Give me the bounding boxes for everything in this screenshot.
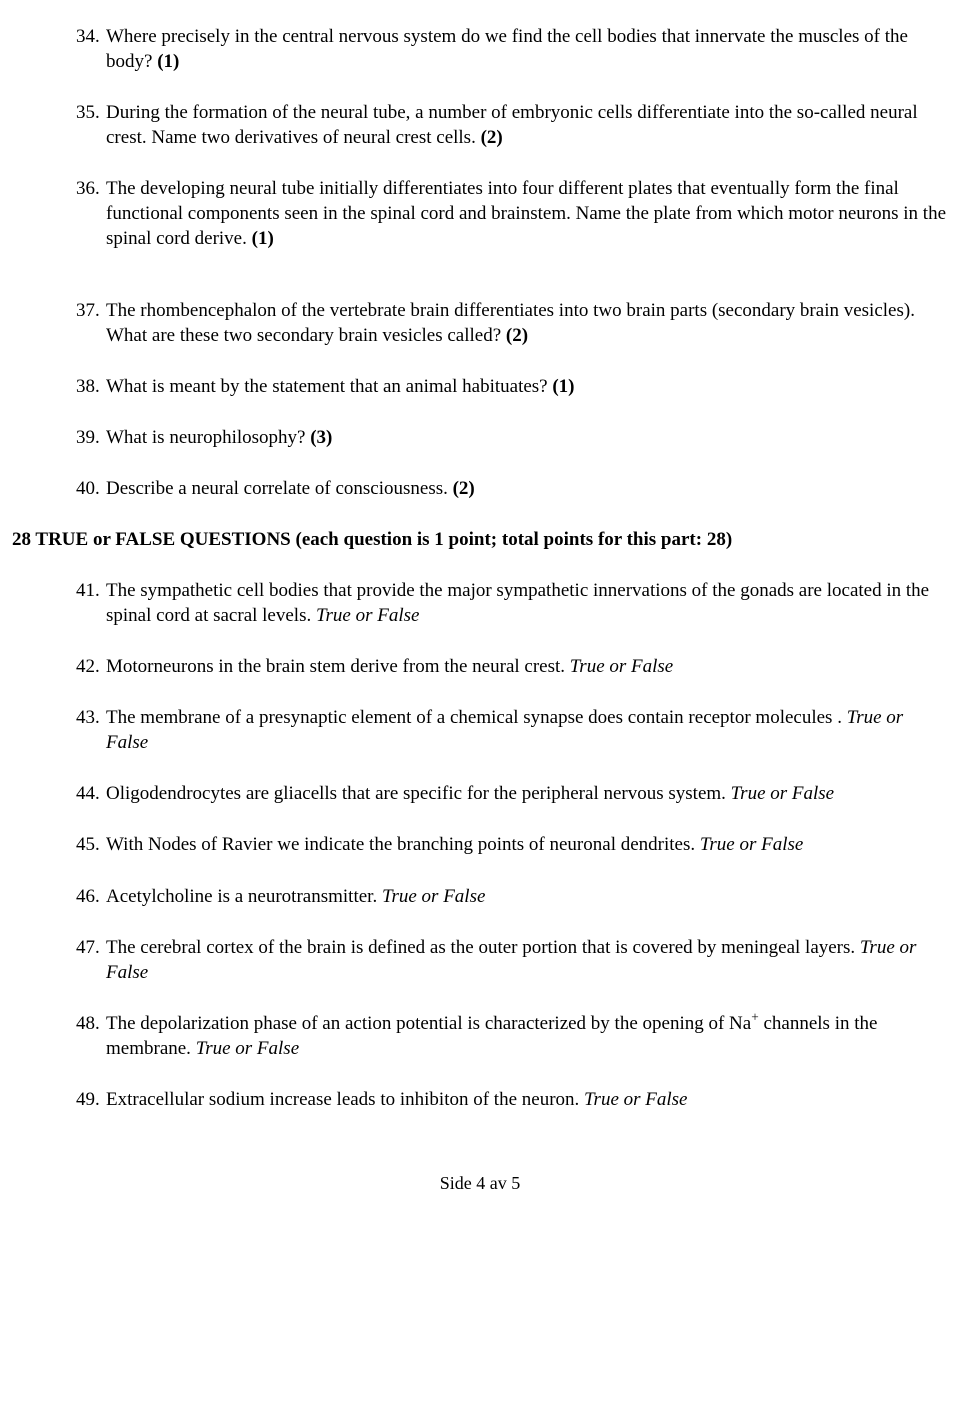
points: (1): [552, 376, 574, 397]
question-42: 42. Motorneurons in the brain stem deriv…: [76, 654, 948, 679]
question-number: 43.: [76, 705, 106, 755]
question-number: 49.: [76, 1087, 106, 1112]
question-36: 36. The developing neural tube initially…: [76, 176, 948, 251]
question-49: 49. Extracellular sodium increase leads …: [76, 1087, 948, 1112]
question-text: What is neurophilosophy? (3): [106, 425, 948, 450]
question-number: 34.: [76, 24, 106, 74]
question-35: 35. During the formation of the neural t…: [76, 100, 948, 150]
question-text: Acetylcholine is a neurotransmitter. Tru…: [106, 884, 948, 909]
points: (2): [481, 127, 503, 148]
points: (1): [157, 51, 179, 72]
question-text: The developing neural tube initially dif…: [106, 176, 948, 251]
question-46: 46. Acetylcholine is a neurotransmitter.…: [76, 884, 948, 909]
question-text: During the formation of the neural tube,…: [106, 100, 948, 150]
question-number: 44.: [76, 781, 106, 806]
question-number: 39.: [76, 425, 106, 450]
question-text: What is meant by the statement that an a…: [106, 374, 948, 399]
question-38: 38. What is meant by the statement that …: [76, 374, 948, 399]
question-39: 39. What is neurophilosophy? (3): [76, 425, 948, 450]
question-44: 44. Oligodendrocytes are gliacells that …: [76, 781, 948, 806]
true-or-false: True or False: [316, 605, 419, 626]
page-footer: Side 4 av 5: [12, 1172, 948, 1196]
true-or-false: True or False: [584, 1089, 687, 1110]
true-false-list: 41. The sympathetic cell bodies that pro…: [12, 578, 948, 1112]
superscript: +: [751, 1009, 759, 1024]
question-text: The membrane of a presynaptic element of…: [106, 705, 948, 755]
question-text: Motorneurons in the brain stem derive fr…: [106, 654, 948, 679]
question-text: The sympathetic cell bodies that provide…: [106, 578, 948, 628]
true-or-false: True or False: [382, 886, 485, 907]
question-34: 34. Where precisely in the central nervo…: [76, 24, 948, 74]
question-text: The cerebral cortex of the brain is defi…: [106, 935, 948, 985]
question-text: Describe a neural correlate of conscious…: [106, 476, 948, 501]
question-number: 48.: [76, 1011, 106, 1061]
question-text: The rhombencephalon of the vertebrate br…: [106, 298, 948, 348]
points: (3): [310, 427, 332, 448]
true-or-false: True or False: [731, 783, 834, 804]
question-37: 37. The rhombencephalon of the vertebrat…: [76, 298, 948, 348]
question-40: 40. Describe a neural correlate of consc…: [76, 476, 948, 501]
points: (2): [453, 478, 475, 499]
question-number: 35.: [76, 100, 106, 150]
short-answer-list: 34. Where precisely in the central nervo…: [12, 24, 948, 501]
points: (1): [252, 228, 274, 249]
question-41: 41. The sympathetic cell bodies that pro…: [76, 578, 948, 628]
question-number: 41.: [76, 578, 106, 628]
points: (2): [506, 325, 528, 346]
question-number: 47.: [76, 935, 106, 985]
question-text: With Nodes of Ravier we indicate the bra…: [106, 832, 948, 857]
question-number: 46.: [76, 884, 106, 909]
question-text: Oligodendrocytes are gliacells that are …: [106, 781, 948, 806]
question-47: 47. The cerebral cortex of the brain is …: [76, 935, 948, 985]
true-or-false: True or False: [570, 656, 673, 677]
question-number: 42.: [76, 654, 106, 679]
true-or-false: True or False: [196, 1038, 299, 1059]
question-number: 38.: [76, 374, 106, 399]
question-text: Extracellular sodium increase leads to i…: [106, 1087, 948, 1112]
true-or-false: True or False: [700, 834, 803, 855]
question-48: 48. The depolarization phase of an actio…: [76, 1011, 948, 1061]
question-45: 45. With Nodes of Ravier we indicate the…: [76, 832, 948, 857]
question-text: Where precisely in the central nervous s…: [106, 24, 948, 74]
question-number: 36.: [76, 176, 106, 251]
question-text: The depolarization phase of an action po…: [106, 1011, 948, 1061]
question-number: 40.: [76, 476, 106, 501]
question-number: 45.: [76, 832, 106, 857]
question-number: 37.: [76, 298, 106, 348]
question-43: 43. The membrane of a presynaptic elemen…: [76, 705, 948, 755]
true-false-heading: 28 TRUE or FALSE QUESTIONS (each questio…: [12, 527, 948, 552]
